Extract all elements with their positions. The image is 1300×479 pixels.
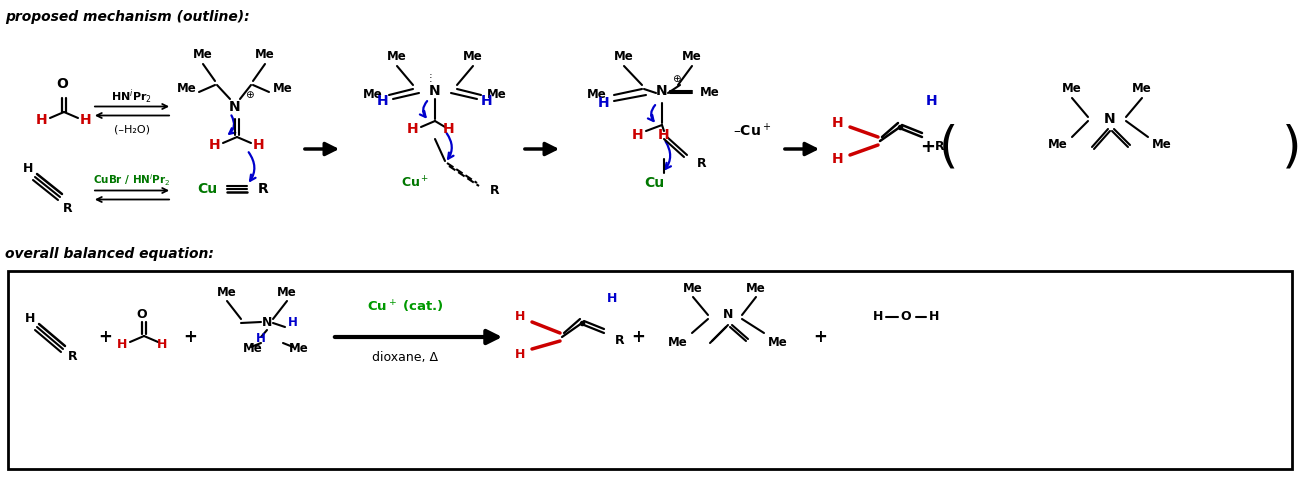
Text: +: + xyxy=(812,328,827,346)
Text: Me: Me xyxy=(588,89,607,102)
Text: H: H xyxy=(598,96,610,110)
Text: Cu: Cu xyxy=(644,176,664,190)
Text: H: H xyxy=(632,128,644,142)
Text: (: ( xyxy=(939,123,958,171)
Text: Me: Me xyxy=(682,50,702,64)
Text: O: O xyxy=(136,308,147,320)
Text: Me: Me xyxy=(1062,82,1082,95)
Text: Me: Me xyxy=(255,48,274,61)
Text: Me: Me xyxy=(243,342,263,355)
Text: HN$^i$Pr$_2$: HN$^i$Pr$_2$ xyxy=(112,88,152,106)
Text: H: H xyxy=(256,332,266,345)
Text: N: N xyxy=(1104,112,1115,126)
Text: H: H xyxy=(872,310,883,323)
Text: H: H xyxy=(407,122,419,136)
Text: R: R xyxy=(257,182,268,196)
Text: R: R xyxy=(697,157,707,170)
FancyArrowPatch shape xyxy=(248,152,256,181)
Text: ): ) xyxy=(1282,123,1300,171)
Text: Me: Me xyxy=(682,283,703,296)
Text: H: H xyxy=(254,138,265,152)
Text: Me: Me xyxy=(387,50,407,64)
Text: R: R xyxy=(68,351,78,364)
Text: Me: Me xyxy=(289,342,309,355)
Text: Me: Me xyxy=(668,337,688,350)
FancyArrowPatch shape xyxy=(229,115,235,134)
Text: +: + xyxy=(183,328,196,346)
Text: Me: Me xyxy=(614,50,634,64)
Text: H: H xyxy=(481,94,493,108)
Text: +: + xyxy=(98,328,112,346)
Text: H: H xyxy=(23,162,34,175)
Text: Me: Me xyxy=(701,87,720,100)
Text: H: H xyxy=(928,310,939,323)
Text: (–H₂O): (–H₂O) xyxy=(114,124,150,134)
FancyArrowPatch shape xyxy=(666,141,671,169)
Text: Me: Me xyxy=(273,82,292,95)
Text: overall balanced equation:: overall balanced equation: xyxy=(5,247,214,261)
Text: CuBr / HN$^i$Pr$_2$: CuBr / HN$^i$Pr$_2$ xyxy=(94,172,170,188)
Text: R: R xyxy=(490,184,499,197)
Text: Me: Me xyxy=(217,285,237,298)
Text: H: H xyxy=(209,138,221,152)
Text: Me: Me xyxy=(746,283,766,296)
Text: Me: Me xyxy=(1152,138,1171,151)
Text: H: H xyxy=(832,152,844,166)
Text: H: H xyxy=(515,310,525,323)
Text: H: H xyxy=(926,94,937,108)
Text: ⊕: ⊕ xyxy=(244,90,254,100)
Text: Me: Me xyxy=(463,50,482,64)
Text: H: H xyxy=(25,312,35,326)
FancyArrowPatch shape xyxy=(447,133,454,159)
Text: N: N xyxy=(261,316,272,329)
Text: dioxane, Δ: dioxane, Δ xyxy=(372,351,438,364)
Text: H: H xyxy=(289,316,298,329)
Text: proposed mechanism (outline):: proposed mechanism (outline): xyxy=(5,10,250,24)
Text: O: O xyxy=(901,310,911,323)
Text: Me: Me xyxy=(1132,82,1152,95)
Text: H: H xyxy=(117,338,127,351)
Text: ⊕: ⊕ xyxy=(672,74,680,84)
Text: H: H xyxy=(443,122,455,136)
FancyArrowPatch shape xyxy=(420,101,428,117)
Text: N: N xyxy=(429,84,441,98)
Text: Cu: Cu xyxy=(196,182,217,196)
Text: H: H xyxy=(81,113,92,127)
Text: H: H xyxy=(832,116,844,130)
Text: H: H xyxy=(36,113,48,127)
Text: Cu$^+$ (cat.): Cu$^+$ (cat.) xyxy=(367,299,443,315)
Text: R: R xyxy=(615,334,625,347)
Text: Me: Me xyxy=(194,48,213,61)
Text: H: H xyxy=(377,94,389,108)
Text: Me: Me xyxy=(1048,138,1067,151)
FancyArrowPatch shape xyxy=(647,105,655,121)
Text: N: N xyxy=(656,84,668,98)
Text: :̇̇: :̇̇ xyxy=(429,74,433,84)
Text: H: H xyxy=(607,293,618,306)
Text: Cu$^+$: Cu$^+$ xyxy=(400,175,429,191)
Text: R: R xyxy=(64,203,73,216)
Text: Me: Me xyxy=(768,337,788,350)
Text: H: H xyxy=(157,338,168,351)
FancyBboxPatch shape xyxy=(8,271,1292,469)
Text: Me: Me xyxy=(488,89,507,102)
Text: Me: Me xyxy=(177,82,196,95)
Text: O: O xyxy=(56,77,68,91)
Text: Me: Me xyxy=(363,89,384,102)
Text: H: H xyxy=(515,349,525,362)
Text: Me: Me xyxy=(277,285,296,298)
Text: –Cu$^+$: –Cu$^+$ xyxy=(733,122,771,140)
Text: +: + xyxy=(920,138,936,156)
Text: N: N xyxy=(229,100,240,114)
Text: +: + xyxy=(630,328,645,346)
Text: N: N xyxy=(723,308,733,321)
Text: R: R xyxy=(935,139,945,152)
Text: H: H xyxy=(658,128,670,142)
